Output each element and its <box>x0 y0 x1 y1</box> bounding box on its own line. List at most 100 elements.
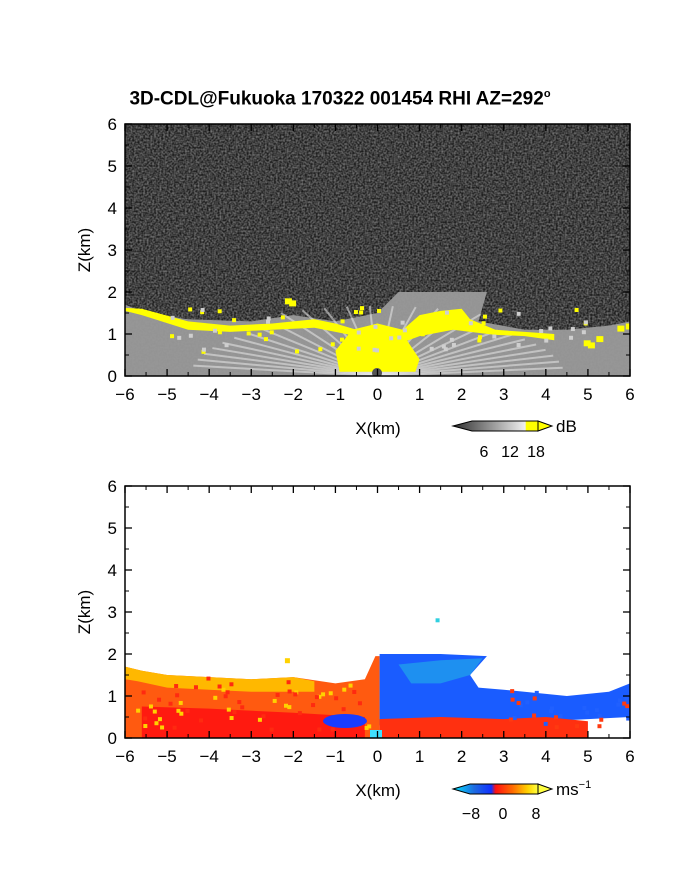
velocity-speckle <box>510 697 515 702</box>
velocity-speckle <box>199 718 204 723</box>
velocity-speckle <box>143 716 148 721</box>
y-tick-label: 3 <box>108 241 117 260</box>
velocity-speckle <box>622 701 627 706</box>
echo-speckle <box>280 315 285 320</box>
velocity-panel: −6 −5 −4 −3 −2 −1 0 1 2 3 4 5 6 0 1 2 3 4 5 6 X(km) Z(km) m… <box>75 477 635 823</box>
echo-speckle <box>201 347 206 352</box>
x-tick-label: 2 <box>457 385 466 404</box>
echo-speckle <box>377 308 382 313</box>
velocity-speckle <box>257 717 262 722</box>
velocity-speckle <box>341 707 346 712</box>
velocity-speckle <box>330 727 335 732</box>
velocity-speckle <box>626 716 630 721</box>
echo-speckle <box>372 347 377 352</box>
echo-speckle <box>266 319 271 324</box>
velocity-speckle <box>534 690 539 695</box>
near-radar-blob <box>323 714 367 728</box>
colorbar-tick-label: 8 <box>532 806 541 823</box>
echo-speckle <box>217 309 222 314</box>
echo-speckle <box>451 343 456 348</box>
velocity-speckle <box>154 721 159 726</box>
echo-speckle <box>389 336 394 341</box>
echo-speckle <box>295 349 300 354</box>
x-tick-label: −1 <box>326 747 345 766</box>
velocity-speckle <box>221 687 226 692</box>
echo-speckle <box>360 306 365 311</box>
echo-speckle <box>449 337 454 342</box>
velocity-speckle <box>435 618 440 623</box>
velocity-speckle <box>152 709 157 714</box>
velocity-speckle <box>157 717 162 722</box>
echo-speckle <box>374 348 379 353</box>
echo-speckle <box>339 337 344 342</box>
velocity-speckle <box>597 713 602 718</box>
echo-strong-top <box>125 307 555 343</box>
echo-speckle <box>353 310 358 315</box>
echo-ray <box>193 364 378 376</box>
velocity-speckle <box>594 708 599 713</box>
velocity-speckle <box>548 709 553 714</box>
echo-speckle <box>617 325 625 332</box>
echo-speckle <box>481 321 486 326</box>
velocity-speckle <box>342 687 347 692</box>
echo-speckle <box>548 326 553 331</box>
x-tick-label: 1 <box>415 747 424 766</box>
echo-speckle <box>364 345 369 350</box>
velocity-speckle <box>143 724 148 729</box>
velocity-speckle <box>136 708 141 713</box>
velocity-speckle <box>223 694 228 699</box>
y-axis-label: Z(km) <box>75 228 94 272</box>
velocity-speckle <box>172 725 177 730</box>
echo-speckle <box>289 300 297 307</box>
velocity-speckle <box>261 714 266 719</box>
x-tick-label: 1 <box>415 385 424 404</box>
y-tick-label: 2 <box>108 645 117 664</box>
echo-ray <box>377 360 560 376</box>
echo-speckle <box>539 329 544 334</box>
echo-speckle <box>340 319 345 324</box>
echo-speckle <box>266 316 271 321</box>
x-axis-label: X(km) <box>355 419 400 438</box>
velocity-speckle <box>334 696 339 701</box>
echo-speckle <box>443 347 448 352</box>
velocity-speckle <box>314 695 319 700</box>
y-tick-label: 4 <box>108 199 117 218</box>
echo-speckle <box>581 330 586 335</box>
echo-speckle <box>170 315 175 320</box>
velocity-speckle <box>317 727 322 732</box>
velocity-colorbar: ms−1 −8 0 8 <box>451 779 591 823</box>
echo-speckle <box>583 320 588 325</box>
velocity-speckle <box>141 690 146 695</box>
velocity-speckle <box>321 692 326 697</box>
echo-speckle <box>441 344 446 349</box>
echo-speckle <box>342 327 347 332</box>
echo-speckle <box>200 308 205 313</box>
y-tick-label: 5 <box>108 157 117 176</box>
echo-ray <box>203 352 378 376</box>
x-tick-label: 6 <box>625 747 634 766</box>
velocity-speckle <box>284 658 290 664</box>
echo-speckle <box>375 330 380 335</box>
x-tick-label: −6 <box>115 747 134 766</box>
echo-speckle <box>492 334 497 339</box>
reflectivity-axes: −6 −5 −4 −3 −2 −1 0 1 2 3 4 5 6 0 1 2 3 4 5 6 <box>108 115 635 404</box>
velocity-speckle <box>232 710 237 715</box>
velocity-speckle <box>148 704 153 709</box>
velocity-speckle <box>287 689 292 694</box>
velocity-speckle <box>516 701 521 706</box>
echo-speckle <box>318 347 323 352</box>
echo-speckle <box>356 330 361 335</box>
echo-speckle <box>224 343 229 348</box>
echo-speckle <box>200 310 205 315</box>
velocity-speckle <box>297 711 302 716</box>
x-tick-label: 4 <box>541 385 550 404</box>
velocity-speckle <box>157 697 162 702</box>
velocity-speckle <box>543 721 548 726</box>
velocity-speckle <box>178 700 183 705</box>
echo-speckle <box>177 335 182 340</box>
y-tick-label: 1 <box>108 687 117 706</box>
x-tick-label: −6 <box>115 385 134 404</box>
colorbar-tick-label: 6 <box>480 444 489 461</box>
echo-speckle <box>574 307 579 312</box>
